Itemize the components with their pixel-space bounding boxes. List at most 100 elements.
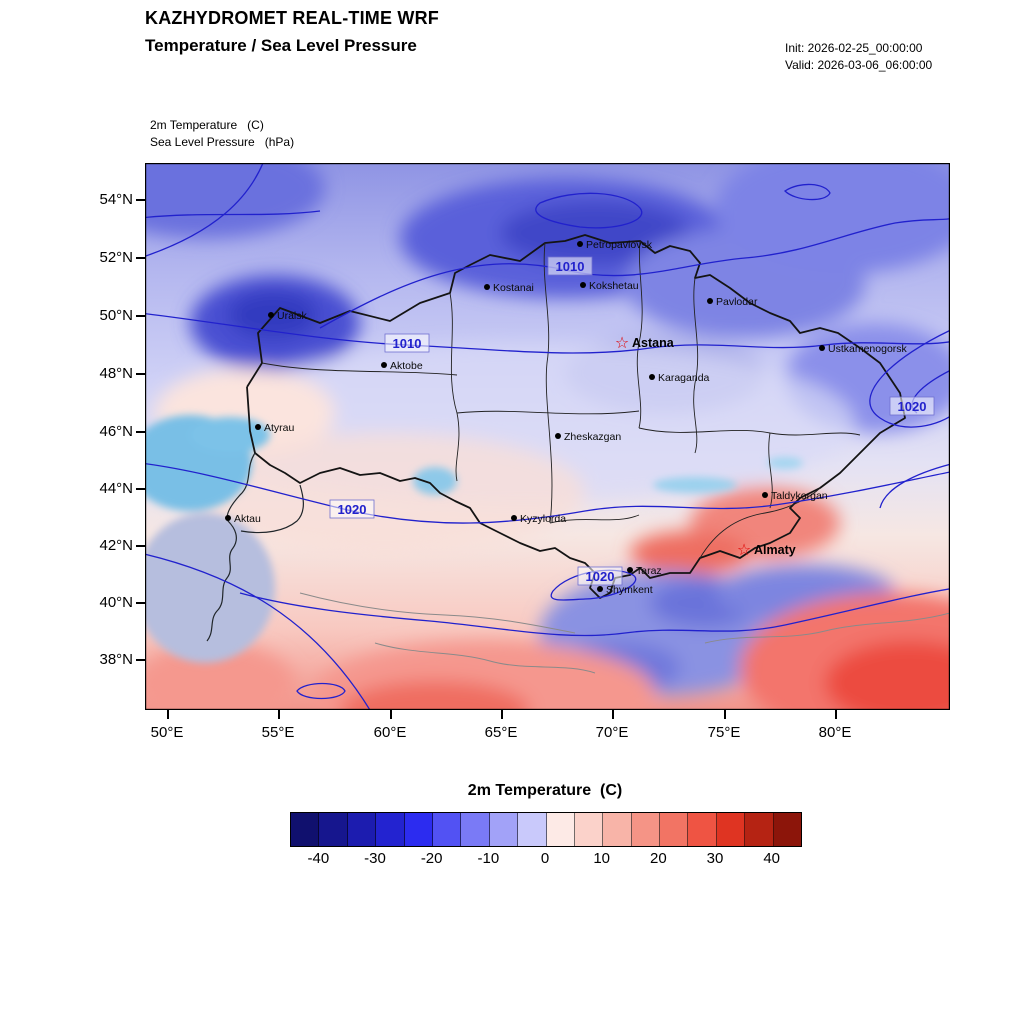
oblast-border (636, 240, 643, 429)
city-label: Uralsk (277, 310, 308, 322)
colorbar-cell (461, 813, 490, 846)
page-title: KAZHYDROMET REAL-TIME WRF (145, 8, 439, 28)
oblast-border (693, 277, 699, 454)
lat-tick-label: 50°N (99, 307, 133, 324)
colorbar-cell (660, 813, 689, 846)
pressure-label-text: 1020 (586, 569, 615, 584)
oblast-border (638, 427, 861, 436)
lon-tick-label: 75°E (707, 724, 741, 741)
lon-tick-label: 80°E (818, 724, 852, 741)
colorbar-cell (319, 813, 348, 846)
lon-tick-label: 50°E (150, 724, 184, 741)
city-marker: Aktobe (381, 360, 423, 372)
water-bodies (145, 415, 803, 663)
map-frame (145, 163, 950, 710)
valid-timestamp: Valid: 2026-03-06_06:00:00 (785, 58, 933, 72)
colorbar-ticks: -40 -30 -20 -10 0 10 20 30 40 (290, 850, 800, 872)
pressure-label-text: 1010 (393, 336, 422, 351)
colorbar-tick-label: 10 (593, 850, 610, 867)
lon-tick-mark (612, 710, 614, 719)
colorbar-cell (489, 813, 519, 846)
foreign-border (374, 642, 596, 674)
capital-label: Almaty (754, 543, 796, 557)
lon-tick-mark (835, 710, 837, 719)
colorbar-tick-label: 30 (706, 850, 724, 867)
lat-tick-mark (136, 315, 145, 317)
pressure-label: 1020 (577, 566, 623, 586)
city-label: Taldykorgan (771, 490, 828, 502)
pressure-label: 1020 (329, 499, 375, 519)
layer-label-pressure: Sea Level Pressure (hPa) (150, 135, 295, 149)
colorbar-cell (404, 813, 433, 846)
city-label: Karaganda (658, 372, 710, 384)
city-markers: Petropavlovsk Kostanai Kokshetau Pavloda… (225, 239, 908, 596)
lat-tick-mark (136, 545, 145, 547)
city-label: Aktau (234, 513, 261, 525)
map-canvas: 1010 1010 1020 1020 1020 Petropavlovsk K… (145, 163, 950, 710)
lat-tick-mark (136, 431, 145, 433)
colorbar-tick-label: 40 (763, 850, 780, 867)
pressure-labels: 1010 1010 1020 1020 1020 (329, 256, 935, 586)
colorbar-tick-label: -40 (307, 850, 330, 867)
colorbar-cell (716, 813, 746, 846)
pressure-label-text: 1020 (898, 399, 927, 414)
colorbar-title: 2m Temperature (C) (467, 782, 623, 799)
colorbar-cell (745, 813, 774, 846)
lat-tick-mark (136, 373, 145, 375)
pressure-label-text: 1020 (338, 502, 367, 517)
capital-marker: ☆ Astana (615, 333, 675, 352)
page-subtitle: Temperature / Sea Level Pressure (145, 36, 417, 55)
city-marker: Zheskazgan (555, 431, 621, 443)
lat-tick-label: 44°N (99, 480, 133, 497)
colorbar-cell (546, 813, 575, 846)
country-borders (206, 234, 950, 674)
capital-star-icon: ☆ (737, 540, 751, 559)
lat-tick-mark (136, 257, 145, 259)
city-marker: Uralsk (268, 310, 308, 322)
lat-tick-label: 48°N (99, 365, 133, 382)
capital-star-icon: ☆ (615, 333, 629, 352)
colorbar-cell (773, 813, 802, 846)
colorbar-cell (432, 813, 462, 846)
oblast-border (543, 242, 553, 524)
oblast-border (456, 410, 640, 415)
colorbar-tick-label: 20 (649, 850, 667, 867)
lat-tick-label: 40°N (99, 594, 133, 611)
city-marker: Taraz (627, 565, 662, 577)
layer-label-temperature: 2m Temperature (C) (150, 118, 264, 132)
lat-tick-mark (136, 659, 145, 661)
colorbar-tick-label: -20 (420, 850, 443, 867)
city-label: Taraz (636, 565, 662, 577)
city-marker: Shymkent (597, 584, 653, 596)
city-marker: Pavlodar (707, 296, 758, 308)
oblast-border (449, 292, 460, 482)
lon-tick-label: 70°E (595, 724, 629, 741)
city-label: Kokshetau (589, 280, 639, 292)
kazakhstan-border (246, 234, 906, 599)
colorbar-cell (347, 813, 377, 846)
colorbar-cells (290, 812, 802, 847)
pressure-contours (145, 163, 950, 710)
colorbar-cell (603, 813, 632, 846)
foreign-border (299, 592, 576, 634)
pressure-label: 1020 (889, 396, 935, 416)
lat-tick-label: 38°N (99, 651, 133, 668)
lat-tick-mark (136, 602, 145, 604)
lon-tick-label: 60°E (373, 724, 407, 741)
city-label: Atyrau (264, 422, 295, 434)
mangystau-border (240, 484, 304, 534)
colorbar-cell (574, 813, 604, 846)
city-label: Kyzylorda (520, 513, 566, 525)
city-marker: Taldykorgan (762, 490, 828, 502)
foreign-border (704, 612, 950, 644)
init-timestamp: Init: 2026-02-25_00:00:00 (785, 41, 923, 55)
city-marker: Aktau (225, 513, 261, 525)
colorbar-cell (631, 813, 661, 846)
city-label: Kostanai (493, 282, 534, 294)
colorbar-tick-label: -30 (364, 850, 386, 867)
city-marker: Atyrau (255, 422, 295, 434)
oblast-border (549, 514, 640, 524)
lat-tick-mark (136, 199, 145, 201)
lon-tick-mark (278, 710, 280, 719)
